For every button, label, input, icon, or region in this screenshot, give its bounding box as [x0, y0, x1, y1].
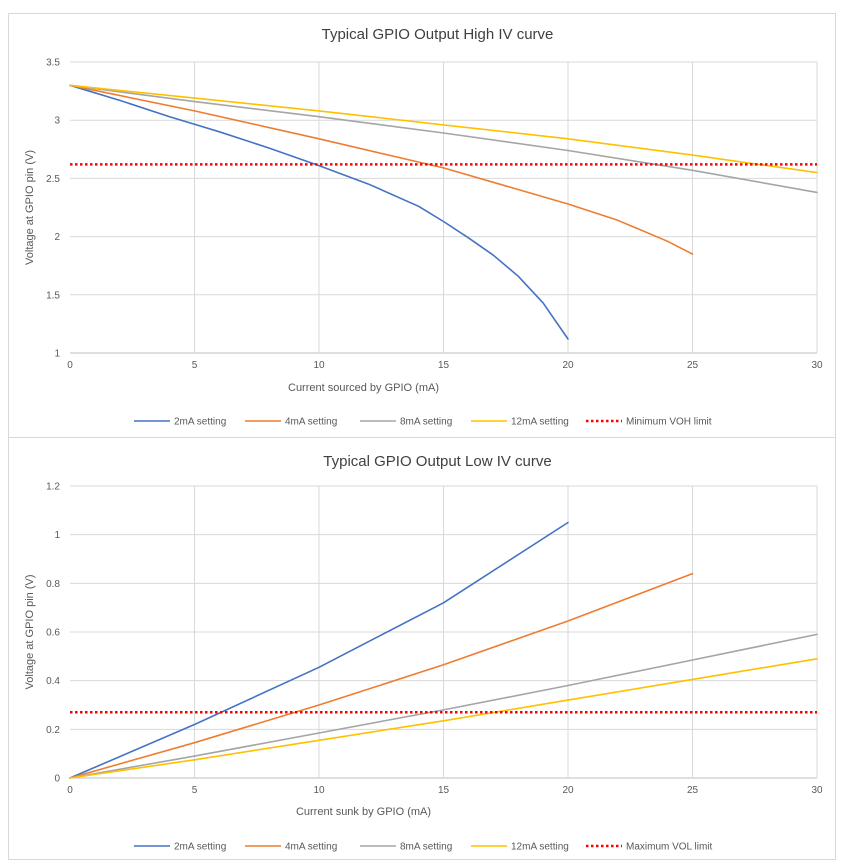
legend-label-3: 8mA setting [400, 842, 452, 853]
chart-panel-output-high: Typical GPIO Output High IV curve 1 1.5 2 2.… [8, 13, 836, 438]
legend-label-2: 4mA setting [285, 842, 337, 853]
y-tick-label: 3.5 [46, 58, 60, 69]
legend-label-2: 4mA setting [285, 417, 337, 428]
y-tick-label: 1.5 [46, 290, 60, 301]
y-tick-label: 0 [54, 774, 60, 785]
x-axis-title: Current sourced by GPIO (mA) [288, 382, 439, 394]
chart-output-high: Typical GPIO Output High IV curve 1 1.5 2 2.… [24, 26, 823, 428]
x-tick-label: 0 [67, 360, 73, 371]
series-line-3 [69, 84, 818, 194]
legend-label-1: 2mA setting [174, 842, 226, 853]
series-line-1 [69, 521, 569, 779]
y-tick-label: 0.8 [46, 579, 60, 590]
x-axis-title: Current sunk by GPIO (mA) [296, 806, 431, 818]
x-tick-label: 10 [313, 360, 325, 371]
x-tick-label: 30 [811, 785, 823, 796]
legend-label-4: 12mA setting [511, 417, 569, 428]
x-tick-label: 20 [562, 785, 574, 796]
x-tick-label: 25 [687, 360, 699, 371]
x-tick-label: 5 [192, 360, 198, 371]
y-axis-title: Voltage at GPIO pin (V) [24, 150, 36, 265]
y-tick-label: 0.2 [46, 725, 60, 736]
legend-label-3: 8mA setting [400, 417, 452, 428]
legend-label-5: Maximum VOL limit [626, 842, 713, 853]
legend-label-5: Minimum VOH limit [626, 417, 712, 428]
legend-label-1: 2mA setting [174, 417, 226, 428]
x-tick-label: 0 [67, 785, 73, 796]
x-tick-label: 15 [438, 360, 450, 371]
x-tick-label: 25 [687, 785, 699, 796]
y-tick-label: 0.6 [46, 628, 60, 639]
chart-title: Typical GPIO Output High IV curve [322, 26, 554, 43]
series-line-4 [69, 84, 818, 174]
series-line-4 [69, 658, 818, 779]
x-tick-label: 30 [811, 360, 823, 371]
y-tick-label: 1.2 [46, 482, 60, 493]
series-line-2 [69, 84, 694, 255]
y-tick-label: 1 [54, 349, 60, 360]
y-tick-label: 2 [54, 232, 60, 243]
series-line-1 [69, 84, 569, 340]
series-line-2 [69, 572, 694, 779]
legend-label-4: 12mA setting [511, 842, 569, 853]
chart-panel-output-low: Typical GPIO Output Low IV curve 0 0.2 0.4 0… [8, 437, 836, 860]
y-tick-label: 1 [54, 530, 60, 541]
x-tick-label: 15 [438, 785, 450, 796]
y-axis-title: Voltage at GPIO pin (V) [24, 575, 36, 690]
y-tick-label: 3 [54, 116, 60, 127]
chart-output-low: Typical GPIO Output Low IV curve 0 0.2 0.4 0… [24, 453, 823, 853]
y-tick-label: 0.4 [46, 676, 60, 687]
chart-title: Typical GPIO Output Low IV curve [323, 453, 551, 470]
x-tick-label: 20 [562, 360, 574, 371]
x-tick-label: 5 [192, 785, 198, 796]
y-tick-label: 2.5 [46, 174, 60, 185]
series-line-3 [69, 633, 818, 779]
x-tick-label: 10 [313, 785, 325, 796]
